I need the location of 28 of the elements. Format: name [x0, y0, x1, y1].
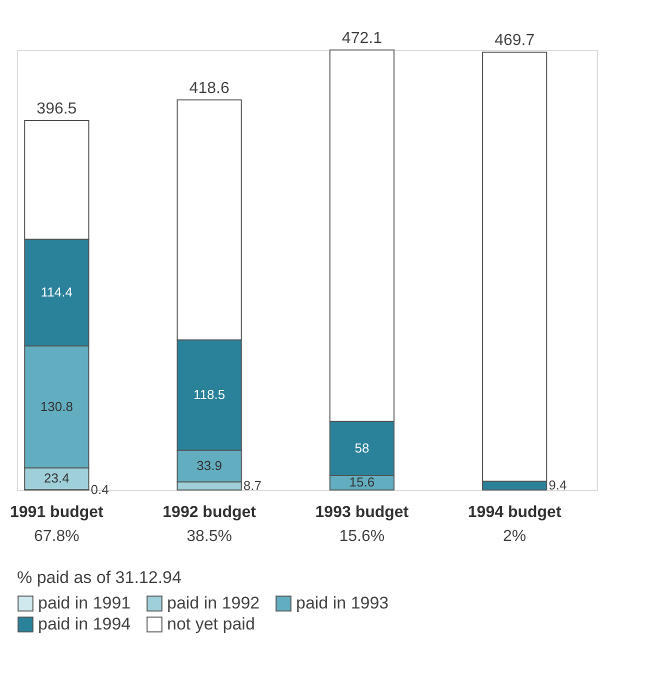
legend-title: % paid as of 31.12.94 [17, 568, 182, 587]
data-label: 118.5 [194, 387, 226, 402]
legend-label: paid in 1993 [296, 594, 389, 613]
x-tick-label: 1993 budget [315, 504, 410, 521]
x-tick-label: 1994 budget [468, 504, 562, 521]
text: 67.8% [34, 528, 80, 545]
data-label: 33.9 [196, 458, 222, 474]
text: 38.5% [186, 528, 232, 545]
data-label: 114.4 [40, 284, 72, 300]
data-label: 0.4 [90, 482, 109, 497]
total-label: 396.5 [36, 100, 77, 118]
data-label: 8.7 [243, 478, 262, 493]
data-label: 9.4 [548, 478, 567, 493]
x-tick-label: 1991 budget [10, 504, 104, 521]
data-label: 58 [354, 440, 370, 456]
total-label: 472.1 [342, 30, 382, 47]
total-label: 418.6 [189, 80, 230, 97]
x-tick-label: 1992 budget [162, 504, 257, 521]
legend-label: paid in 1991 [38, 594, 131, 613]
data-label: 130.8 [40, 398, 73, 414]
legend-label: paid in 1994 [38, 614, 131, 634]
legend-label: paid in 1992 [167, 594, 260, 613]
legend-label: not yet paid [167, 614, 255, 634]
text: 15.6% [339, 528, 385, 545]
text: 2% [503, 528, 526, 545]
data-label: 23.4 [44, 470, 70, 486]
total-label: 469.7 [494, 32, 535, 50]
data-label: 15.6 [349, 474, 375, 490]
